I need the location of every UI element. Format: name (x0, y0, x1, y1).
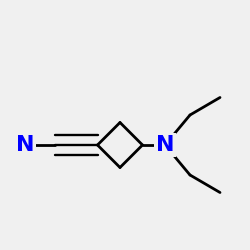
Text: N: N (16, 135, 34, 155)
Text: N: N (156, 135, 174, 155)
